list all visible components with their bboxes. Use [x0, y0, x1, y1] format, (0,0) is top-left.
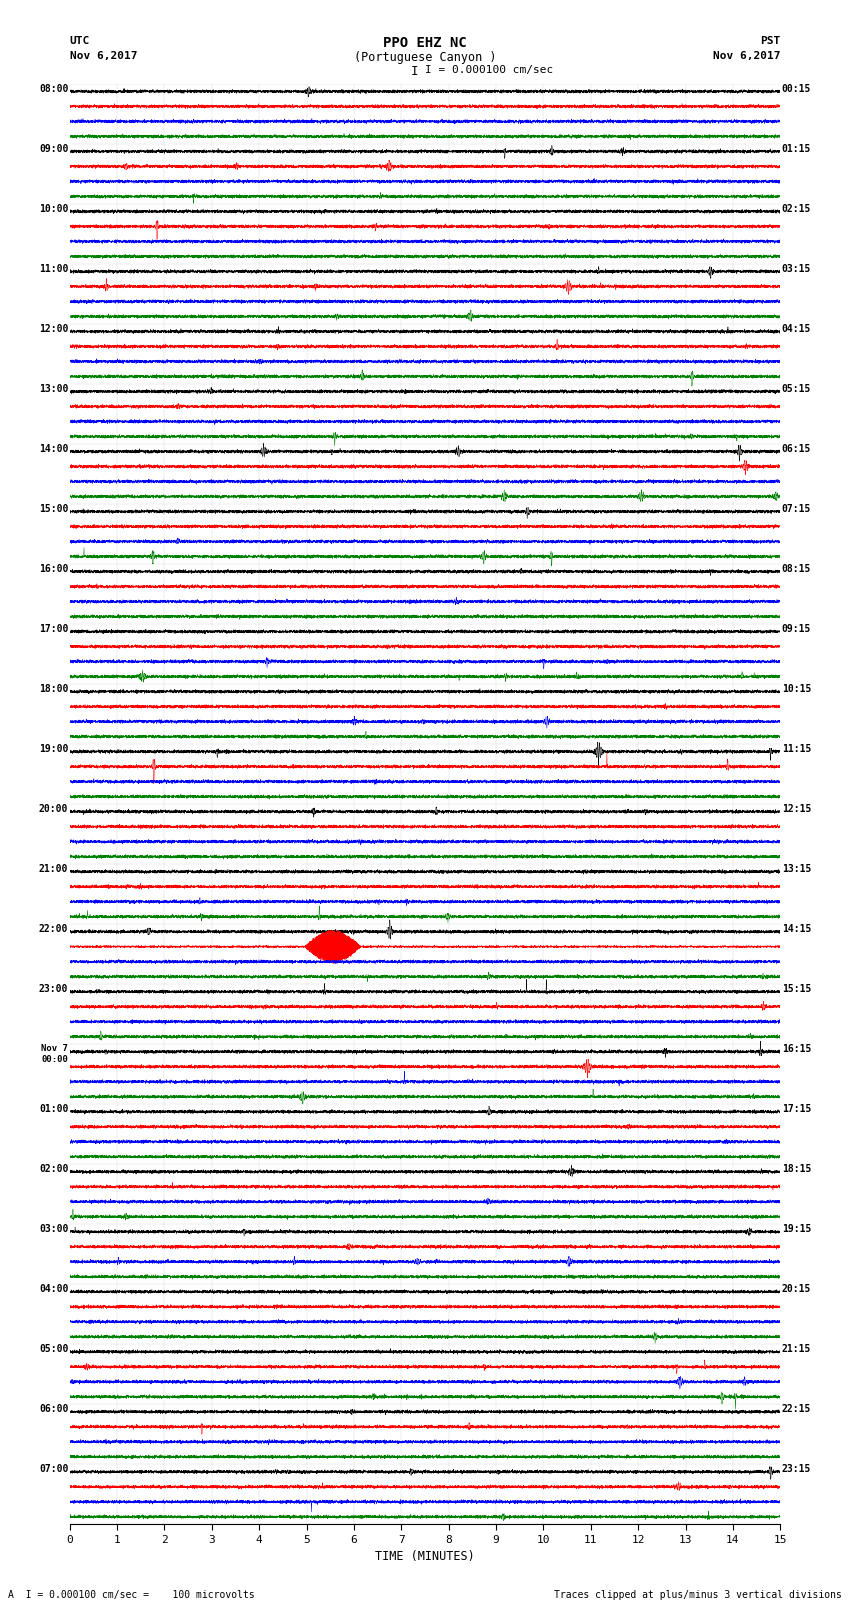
Text: 15:00: 15:00: [39, 503, 68, 515]
Text: 00:15: 00:15: [782, 84, 811, 94]
Text: 06:00: 06:00: [39, 1405, 68, 1415]
Text: 06:15: 06:15: [782, 444, 811, 453]
Text: 22:15: 22:15: [782, 1405, 811, 1415]
Text: 14:00: 14:00: [39, 444, 68, 453]
Text: 03:15: 03:15: [782, 265, 811, 274]
Text: 17:00: 17:00: [39, 624, 68, 634]
Text: 02:15: 02:15: [782, 203, 811, 215]
Text: 22:00: 22:00: [39, 924, 68, 934]
Text: 23:15: 23:15: [782, 1465, 811, 1474]
Text: Nov 6,2017: Nov 6,2017: [70, 50, 137, 61]
Text: 05:15: 05:15: [782, 384, 811, 394]
Text: 05:00: 05:00: [39, 1344, 68, 1355]
Text: 12:00: 12:00: [39, 324, 68, 334]
Text: 13:15: 13:15: [782, 865, 811, 874]
Text: 04:00: 04:00: [39, 1284, 68, 1294]
Text: 16:00: 16:00: [39, 565, 68, 574]
Text: 07:00: 07:00: [39, 1465, 68, 1474]
Text: PST: PST: [760, 37, 780, 47]
Text: 21:15: 21:15: [782, 1344, 811, 1355]
Text: I = 0.000100 cm/sec: I = 0.000100 cm/sec: [425, 65, 553, 76]
Text: 08:00: 08:00: [39, 84, 68, 94]
Text: 23:00: 23:00: [39, 984, 68, 994]
Text: 20:00: 20:00: [39, 803, 68, 815]
Text: 10:15: 10:15: [782, 684, 811, 694]
Text: A  I = 0.000100 cm/sec =    100 microvolts: A I = 0.000100 cm/sec = 100 microvolts: [8, 1590, 255, 1600]
Text: 16:15: 16:15: [782, 1044, 811, 1055]
Text: 19:15: 19:15: [782, 1224, 811, 1234]
Text: 01:00: 01:00: [39, 1105, 68, 1115]
Text: 20:15: 20:15: [782, 1284, 811, 1294]
Text: PPO EHZ NC: PPO EHZ NC: [383, 37, 467, 50]
Text: 18:00: 18:00: [39, 684, 68, 694]
Text: (Portuguese Canyon ): (Portuguese Canyon ): [354, 50, 496, 65]
Text: 21:00: 21:00: [39, 865, 68, 874]
Text: 17:15: 17:15: [782, 1105, 811, 1115]
Text: 01:15: 01:15: [782, 144, 811, 153]
Text: 19:00: 19:00: [39, 744, 68, 753]
Text: 13:00: 13:00: [39, 384, 68, 394]
X-axis label: TIME (MINUTES): TIME (MINUTES): [375, 1550, 475, 1563]
Text: 11:15: 11:15: [782, 744, 811, 753]
Text: 02:00: 02:00: [39, 1165, 68, 1174]
Text: 10:00: 10:00: [39, 203, 68, 215]
Text: I: I: [411, 65, 418, 79]
Text: 07:15: 07:15: [782, 503, 811, 515]
Text: 04:15: 04:15: [782, 324, 811, 334]
Text: 14:15: 14:15: [782, 924, 811, 934]
Text: 11:00: 11:00: [39, 265, 68, 274]
Text: 08:15: 08:15: [782, 565, 811, 574]
Text: Nov 7
00:00: Nov 7 00:00: [42, 1044, 68, 1063]
Text: UTC: UTC: [70, 37, 90, 47]
Text: 18:15: 18:15: [782, 1165, 811, 1174]
Text: 15:15: 15:15: [782, 984, 811, 994]
Text: 09:00: 09:00: [39, 144, 68, 153]
Text: Nov 6,2017: Nov 6,2017: [713, 50, 780, 61]
Text: Traces clipped at plus/minus 3 vertical divisions: Traces clipped at plus/minus 3 vertical …: [553, 1590, 842, 1600]
Text: 12:15: 12:15: [782, 803, 811, 815]
Text: 09:15: 09:15: [782, 624, 811, 634]
Text: 03:00: 03:00: [39, 1224, 68, 1234]
